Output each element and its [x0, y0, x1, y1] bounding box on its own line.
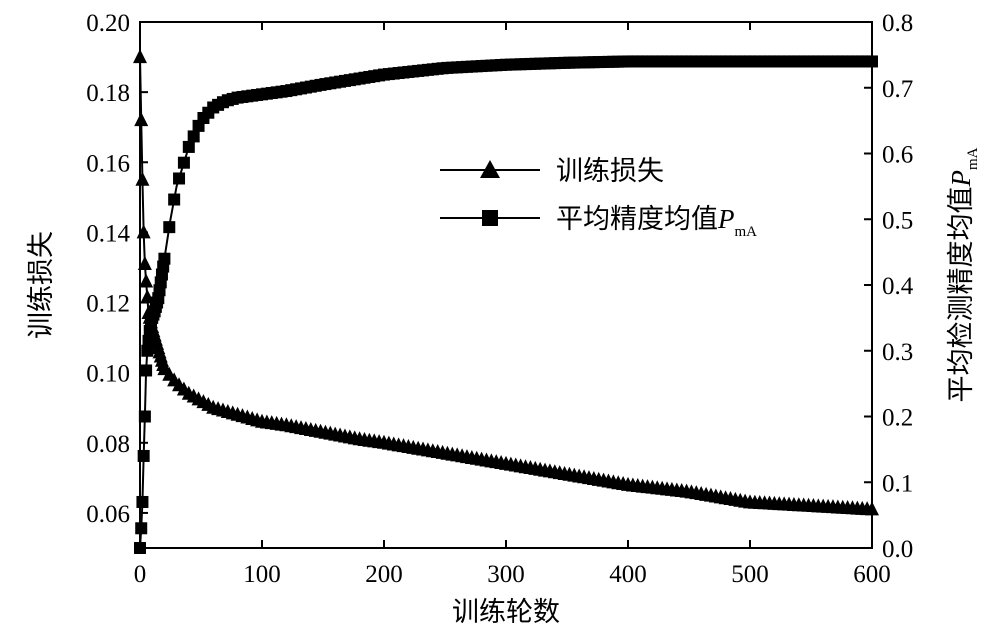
y-right-tick-label-2: 0.2	[882, 405, 913, 432]
series-0-markers	[133, 49, 879, 516]
series-0-point-6	[140, 289, 155, 304]
series-0	[133, 49, 879, 516]
y-right-tick-label-7: 0.7	[882, 76, 913, 103]
y-left-tick-label-7: 0.20	[86, 10, 130, 37]
series-1-point-1	[135, 522, 148, 535]
x-axis-title: 训练轮数	[452, 597, 560, 628]
y-right-axis-title: 平均检测精度均值PmA	[946, 147, 981, 402]
y-right-axis-title-text: 平均检测精度均值	[946, 187, 977, 403]
y-left-tick-label-4: 0.14	[86, 220, 130, 247]
legend-label-map-sub: mA	[735, 224, 758, 240]
y-right-tick-label-1: 0.1	[882, 470, 913, 497]
legend-marker-map	[482, 210, 498, 226]
x-tick-label-5: 500	[731, 561, 769, 588]
x-tick-label-2: 200	[365, 561, 403, 588]
legend-label-map-var: P	[717, 204, 735, 234]
x-tick-label-1: 100	[243, 561, 281, 588]
series-1-point-7	[142, 334, 155, 347]
y-right-tick-label-6: 0.6	[882, 142, 913, 169]
series-1-point-25	[182, 140, 195, 153]
series-1-point-24	[177, 156, 190, 169]
y-left-tick-label-0: 0.06	[86, 501, 130, 528]
series-0-point-2	[135, 171, 150, 186]
series-1-point-21	[163, 221, 176, 234]
legend-label-map-text: 平均精度均值	[556, 204, 718, 235]
series-1-point-22	[168, 193, 181, 206]
series-1	[134, 55, 878, 554]
y-right-tick-label-4: 0.4	[882, 273, 914, 300]
series-1-point-4	[138, 410, 151, 423]
series-layer	[133, 49, 879, 554]
x-tick-label-0: 0	[134, 561, 147, 588]
y-right-tick-label-8: 0.8	[882, 10, 913, 37]
y-right-axis-title-var: P	[946, 170, 976, 188]
series-1-point-26	[187, 130, 200, 143]
series-1-point-23	[173, 172, 186, 185]
legend-marker-loss	[480, 160, 500, 178]
x-tick-label-3: 300	[487, 561, 525, 588]
series-0-point-5	[139, 273, 154, 288]
series-1-line	[139, 60, 872, 549]
y-right-tick-label-3: 0.3	[882, 339, 913, 366]
series-1-markers	[134, 55, 878, 554]
axes-layer: 0 100 200 300 400 500 600 0.06 0.08 0.10 0.12 0.14 0…	[86, 10, 914, 588]
series-1-point-20	[158, 252, 171, 265]
series-0-point-4	[137, 255, 152, 270]
y-right-tick-label-5: 0.5	[882, 207, 913, 234]
y-left-tick-label-5: 0.16	[86, 150, 130, 177]
series-1-point-2	[136, 495, 149, 508]
series-0-line	[139, 57, 873, 511]
legend: 训练损失 平均精度均值PmA	[440, 156, 757, 240]
x-tick-label-6: 600	[853, 561, 891, 588]
series-0-point-1	[134, 112, 149, 127]
legend-label-map: 平均精度均值PmA	[556, 204, 757, 240]
y-left-tick-label-2: 0.10	[86, 361, 130, 388]
y-right-axis-title-sub: mA	[965, 147, 981, 170]
y-left-axis-title: 训练损失	[26, 231, 57, 339]
y-left-tick-label-6: 0.18	[86, 80, 130, 107]
x-tick-label-4: 400	[609, 561, 647, 588]
legend-label-loss: 训练损失	[556, 156, 664, 187]
y-right-tick-label-0: 0.0	[882, 536, 913, 563]
series-1-point-5	[140, 364, 153, 377]
series-1-point-6	[141, 344, 154, 357]
y-left-tick-label-1: 0.08	[86, 431, 130, 458]
y-left-tick-label-3: 0.12	[86, 291, 130, 318]
